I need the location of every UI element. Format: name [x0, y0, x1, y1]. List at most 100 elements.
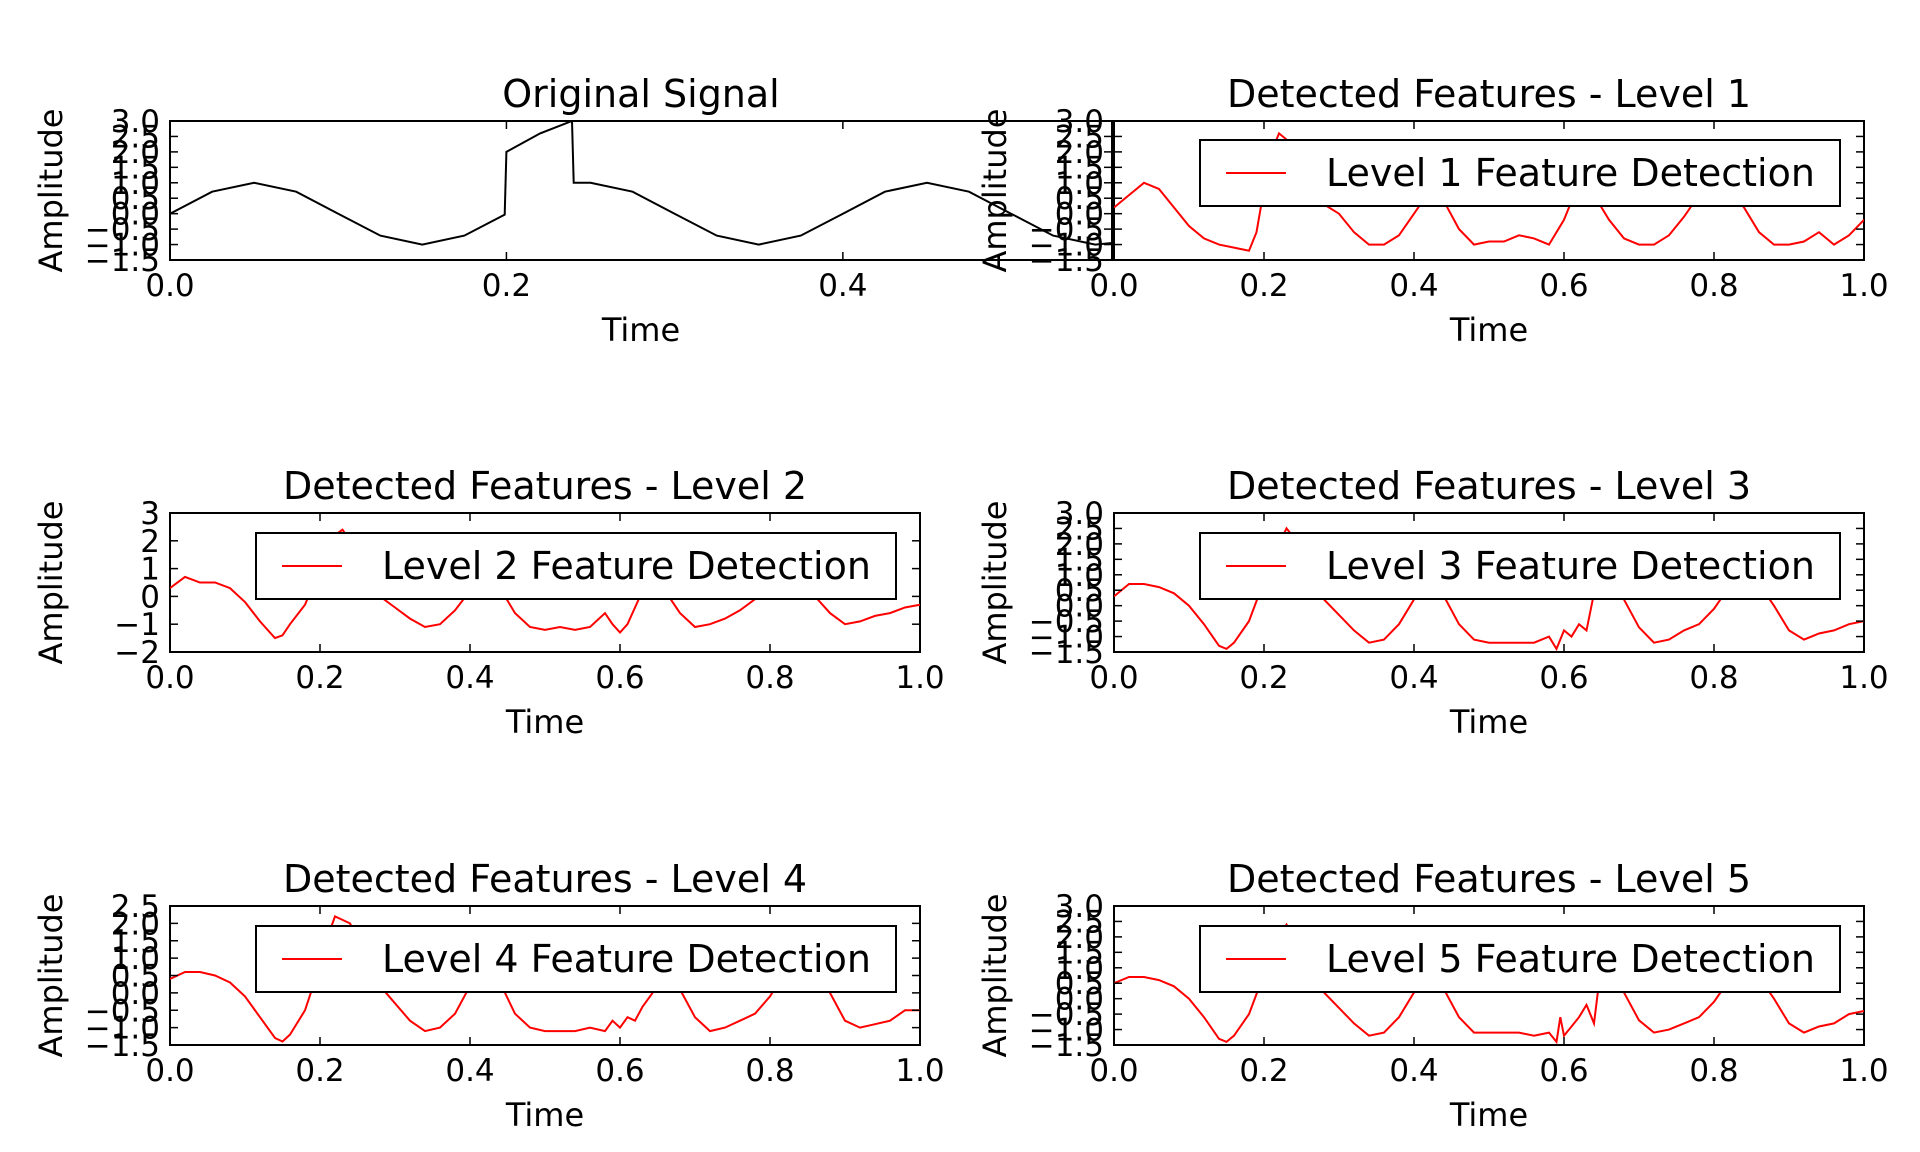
legend-label: Level 1 Feature Detection: [1326, 151, 1815, 195]
y-axis-label: Amplitude: [976, 501, 1014, 665]
y-tick-label: 3: [140, 496, 160, 532]
x-tick-label: 0.0: [145, 660, 194, 696]
x-tick-label: 0.6: [1539, 660, 1588, 696]
x-tick-label: 0.4: [818, 268, 867, 304]
x-tick-label: 1.0: [1839, 1053, 1888, 1089]
chart-title: Detected Features - Level 2: [283, 464, 807, 508]
y-tick-label: −1.0: [85, 1011, 160, 1047]
x-tick-label: 0.2: [295, 660, 344, 696]
legend-box: [1199, 532, 1841, 600]
x-tick-label: 0.8: [745, 1053, 794, 1089]
subplot-6: 0.0 0.2 0.4 0.6 0.8 1.0−1.5−1.0−0.50.00.51.01…: [976, 857, 1889, 1134]
subplot-4: 0.0 0.2 0.4 0.6 0.8 1.0−1.5−1.0−0.50.00.51.01…: [976, 464, 1889, 741]
y-tick-label: 0.0: [111, 197, 160, 233]
legend: Level 1 Feature Detection: [1199, 139, 1841, 207]
x-tick-label: 0.2: [1239, 1053, 1288, 1089]
series-line: [170, 121, 1112, 246]
y-tick-label: 2.5: [1055, 904, 1104, 940]
y-tick-label: 1.5: [1055, 150, 1104, 186]
y-tick-label: 1.5: [111, 924, 160, 960]
y-axis-label: Amplitude: [32, 501, 70, 665]
x-tick-label: 0.8: [1689, 1053, 1738, 1089]
x-tick-label: 0.4: [445, 1053, 494, 1089]
y-axis-label: Amplitude: [32, 109, 70, 273]
y-tick-label: −1.5: [1029, 635, 1104, 671]
chart-title: Detected Features - Level 4: [283, 857, 807, 901]
x-tick-label: 0.4: [1389, 660, 1438, 696]
y-axis-label: Amplitude: [976, 894, 1014, 1058]
x-tick-label: 0.6: [595, 660, 644, 696]
y-tick-label: −0.5: [1029, 212, 1104, 248]
y-tick-label: 0.5: [111, 959, 160, 995]
y-tick-label: 0.0: [1055, 982, 1104, 1018]
y-tick-label: 0.5: [1055, 181, 1104, 217]
y-tick-label: 1.0: [1055, 951, 1104, 987]
y-tick-label: 3.0: [1055, 496, 1104, 532]
x-axis-label: Time: [505, 1096, 584, 1134]
y-tick-label: −1: [114, 607, 160, 643]
x-tick-label: 0.2: [482, 268, 531, 304]
x-axis-label: Time: [505, 703, 584, 741]
y-tick-label: 0.0: [1055, 589, 1104, 625]
y-tick-label: 2.5: [111, 889, 160, 925]
subplot-5: 0.0 0.2 0.4 0.6 0.8 1.0−1.5−1.0−0.50.00.51.01…: [32, 857, 945, 1134]
subplot-1: 0.0 0.2 0.4−1.5−1.0−0.50.00.51.01.52.02.53…: [32, 72, 1113, 349]
x-tick-label: 0.2: [1239, 268, 1288, 304]
y-tick-label: 1.0: [111, 941, 160, 977]
legend-box: [1199, 925, 1841, 993]
legend-label: Level 2 Feature Detection: [382, 544, 871, 588]
y-tick-label: −1.5: [1029, 243, 1104, 279]
x-tick-label: 0.2: [295, 1053, 344, 1089]
y-axis-label: Amplitude: [32, 894, 70, 1058]
y-tick-label: −1.0: [85, 228, 160, 264]
y-tick-label: 1: [140, 552, 160, 588]
y-tick-label: 1.5: [111, 150, 160, 186]
y-tick-label: 2.0: [1055, 920, 1104, 956]
x-tick-label: 0.8: [1689, 660, 1738, 696]
y-tick-label: −1.0: [1029, 1013, 1104, 1049]
y-tick-label: −0.5: [1029, 604, 1104, 640]
y-tick-label: 3.0: [1055, 104, 1104, 140]
y-tick-label: 1.0: [1055, 558, 1104, 594]
y-tick-label: 1.5: [1055, 542, 1104, 578]
y-tick-label: 1.0: [1055, 166, 1104, 202]
chart-title: Detected Features - Level 3: [1227, 464, 1751, 508]
x-axis-label: Time: [1449, 703, 1528, 741]
y-tick-label: −1.5: [85, 243, 160, 279]
x-axis-label: Time: [1449, 311, 1528, 349]
y-tick-label: −1.5: [1029, 1028, 1104, 1064]
x-tick-label: 1.0: [1839, 268, 1888, 304]
y-tick-label: 0.5: [111, 181, 160, 217]
y-tick-label: −1.5: [85, 1028, 160, 1064]
y-tick-label: 2.5: [111, 119, 160, 155]
legend-box: [255, 925, 897, 993]
x-tick-label: 0.2: [1239, 660, 1288, 696]
x-axis-label: Time: [601, 311, 680, 349]
x-tick-label: 0.0: [1089, 1053, 1138, 1089]
legend-box: [255, 532, 897, 600]
x-tick-label: 0.8: [1689, 268, 1738, 304]
x-tick-label: 0.6: [1539, 268, 1588, 304]
y-tick-label: −1.0: [1029, 228, 1104, 264]
x-tick-label: 0.6: [595, 1053, 644, 1089]
x-tick-label: 0.0: [1089, 268, 1138, 304]
x-tick-label: 1.0: [1839, 660, 1888, 696]
y-tick-label: 2.0: [1055, 135, 1104, 171]
y-tick-label: 1.0: [111, 166, 160, 202]
legend: Level 4 Feature Detection: [255, 925, 897, 993]
y-axis-label: Amplitude: [976, 109, 1014, 273]
y-tick-label: −0.5: [85, 993, 160, 1029]
y-tick-label: −1.0: [1029, 620, 1104, 656]
y-tick-label: 2: [140, 524, 160, 560]
y-tick-label: −0.5: [85, 212, 160, 248]
y-tick-label: 2.0: [111, 906, 160, 942]
y-tick-label: 3.0: [111, 104, 160, 140]
y-tick-label: 2.0: [111, 135, 160, 171]
x-tick-label: 0.6: [1539, 1053, 1588, 1089]
y-tick-label: 0.5: [1055, 966, 1104, 1002]
y-tick-label: 1.5: [1055, 935, 1104, 971]
subplot-2: 0.0 0.2 0.4 0.6 0.8 1.0−1.5−1.0−0.50.00.51.01…: [976, 72, 1889, 349]
legend: Level 3 Feature Detection: [1199, 532, 1841, 600]
y-tick-label: 0.0: [111, 976, 160, 1012]
